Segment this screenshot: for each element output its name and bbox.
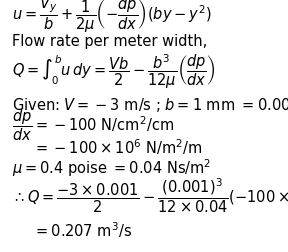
Text: $u = \dfrac{V_y}{b} + \dfrac{1}{2\mu}\left(-\dfrac{dp}{dx}\right)(by - y^2)$: $u = \dfrac{V_y}{b} + \dfrac{1}{2\mu}\le… [12, 0, 211, 35]
Text: $\dfrac{dp}{dx} = -100$ N/cm$^2$/cm: $\dfrac{dp}{dx} = -100$ N/cm$^2$/cm [12, 107, 174, 142]
Text: $= 0.207$ m$^3$/s: $= 0.207$ m$^3$/s [33, 219, 132, 239]
Text: Flow rate per meter width,: Flow rate per meter width, [12, 34, 207, 49]
Text: $Q = \int_0^b u\,dy = \dfrac{Vb}{2} - \dfrac{b^3}{12\mu}\left(\dfrac{dp}{dx}\rig: $Q = \int_0^b u\,dy = \dfrac{Vb}{2} - \d… [12, 53, 215, 91]
Text: $\mu = 0.4$ poise $= 0.04$ Ns/m$^2$: $\mu = 0.4$ poise $= 0.04$ Ns/m$^2$ [12, 157, 211, 178]
Text: $\therefore Q = \dfrac{-3 \times 0.001}{2} - \dfrac{(0.001)^3}{12 \times 0.04}(-: $\therefore Q = \dfrac{-3 \times 0.001}{… [12, 176, 288, 214]
Text: Given: $V = -3$ m/s ; $b = 1$ mm $= 0.001$ m: Given: $V = -3$ m/s ; $b = 1$ mm $= 0.00… [12, 96, 288, 114]
Text: $= -100 \times 10^6$ N/m$^2$/m: $= -100 \times 10^6$ N/m$^2$/m [33, 136, 202, 156]
